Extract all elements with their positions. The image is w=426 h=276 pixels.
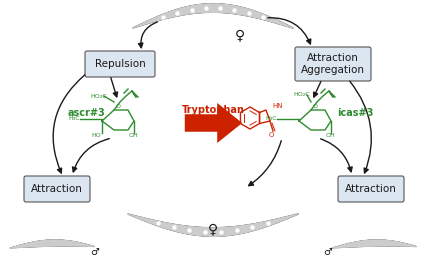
Text: HO₂C: HO₂C: [90, 94, 106, 99]
FancyBboxPatch shape: [294, 47, 370, 81]
Text: OH: OH: [325, 133, 335, 138]
Text: ♂: ♂: [90, 247, 99, 257]
FancyBboxPatch shape: [85, 51, 155, 77]
Text: Attraction: Attraction: [344, 184, 396, 194]
Text: ♀: ♀: [207, 222, 218, 236]
Text: ♂: ♂: [323, 247, 331, 257]
FancyArrowPatch shape: [349, 81, 371, 173]
FancyArrowPatch shape: [184, 103, 242, 143]
FancyBboxPatch shape: [24, 176, 90, 202]
Text: ♀: ♀: [234, 28, 245, 42]
FancyArrowPatch shape: [111, 78, 117, 97]
Text: H₃C: H₃C: [265, 116, 276, 121]
FancyArrowPatch shape: [138, 22, 157, 48]
Text: Attraction
Aggregation: Attraction Aggregation: [300, 53, 364, 75]
Text: H₃C: H₃C: [68, 116, 80, 121]
Text: HO₂C: HO₂C: [292, 92, 309, 97]
FancyArrowPatch shape: [320, 139, 351, 172]
Text: Tryptophan: Tryptophan: [181, 105, 244, 115]
Text: icas#3: icas#3: [336, 108, 372, 118]
Text: O: O: [268, 132, 273, 138]
FancyArrowPatch shape: [313, 81, 320, 97]
Text: OH: OH: [129, 133, 138, 138]
Text: O: O: [115, 105, 120, 110]
FancyArrowPatch shape: [248, 141, 281, 186]
FancyArrowPatch shape: [72, 139, 109, 172]
Text: Attraction: Attraction: [31, 184, 83, 194]
Text: ascr#3: ascr#3: [68, 108, 106, 118]
Text: HN: HN: [271, 103, 282, 109]
FancyBboxPatch shape: [337, 176, 403, 202]
Text: HO: HO: [91, 133, 101, 138]
Text: O: O: [312, 105, 317, 110]
Text: Repulsion: Repulsion: [95, 59, 145, 69]
FancyArrowPatch shape: [267, 18, 310, 44]
FancyArrowPatch shape: [53, 75, 85, 173]
